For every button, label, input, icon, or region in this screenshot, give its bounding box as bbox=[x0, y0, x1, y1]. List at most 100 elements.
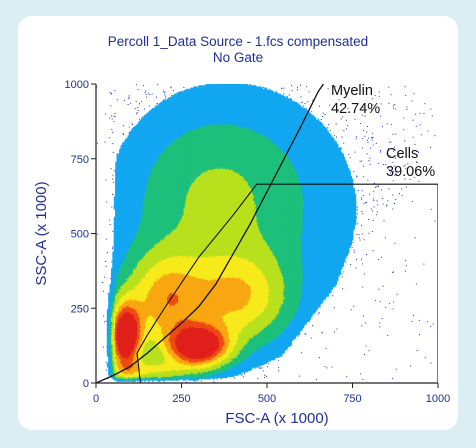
density-dot bbox=[392, 308, 394, 310]
density-dot bbox=[392, 271, 394, 273]
density-dot bbox=[361, 224, 362, 226]
density-dot bbox=[109, 219, 111, 221]
density-cell bbox=[108, 296, 110, 301]
density-dot bbox=[143, 85, 144, 87]
density-dot bbox=[333, 307, 335, 309]
density-dot bbox=[200, 380, 202, 382]
density-dot bbox=[109, 117, 111, 119]
density-dot bbox=[310, 337, 312, 339]
density-dot bbox=[104, 321, 106, 323]
density-dot bbox=[405, 167, 407, 169]
density-dot bbox=[113, 115, 115, 117]
density-dot bbox=[324, 366, 326, 368]
density-dot bbox=[421, 134, 423, 136]
density-dot bbox=[388, 141, 390, 143]
density-dot bbox=[145, 90, 147, 92]
density-dot bbox=[361, 114, 363, 116]
density-dot bbox=[105, 179, 107, 181]
density-cell bbox=[113, 227, 116, 232]
density-dot bbox=[412, 136, 414, 138]
density-dot bbox=[164, 97, 166, 99]
density-cell bbox=[113, 221, 116, 226]
density-dot bbox=[389, 155, 391, 157]
density-dot bbox=[348, 153, 350, 155]
density-dot bbox=[382, 285, 384, 287]
density-dot bbox=[105, 369, 107, 371]
density-dot bbox=[382, 198, 384, 199]
density-dot bbox=[362, 147, 364, 149]
density-dot bbox=[361, 258, 362, 260]
density-dot bbox=[132, 124, 134, 126]
density-dot bbox=[372, 250, 374, 252]
density-dot bbox=[360, 373, 362, 375]
density-dot bbox=[241, 373, 243, 375]
density-dot bbox=[163, 90, 164, 92]
density-dot bbox=[376, 214, 378, 216]
density-dot bbox=[356, 206, 358, 208]
density-dot bbox=[395, 199, 397, 201]
density-dot bbox=[111, 129, 113, 130]
density-dot bbox=[430, 108, 432, 110]
density-dot bbox=[332, 295, 334, 297]
density-dot bbox=[367, 179, 369, 181]
density-dot bbox=[361, 199, 363, 201]
density-dot bbox=[213, 381, 215, 383]
density-dot bbox=[343, 130, 345, 131]
density-dot bbox=[283, 93, 285, 95]
density-dot bbox=[128, 126, 130, 128]
density-dot bbox=[185, 381, 187, 383]
density-dot bbox=[377, 185, 379, 187]
density-dot bbox=[361, 233, 363, 235]
density-dot bbox=[103, 290, 105, 292]
density-dot bbox=[350, 309, 352, 311]
density-dot bbox=[355, 136, 357, 138]
density-dot bbox=[110, 115, 112, 117]
density-dot bbox=[415, 283, 417, 285]
density-dot bbox=[427, 130, 429, 132]
density-dot bbox=[380, 189, 382, 191]
density-dot bbox=[363, 165, 364, 167]
density-dot bbox=[338, 99, 340, 101]
density-dot bbox=[345, 119, 347, 121]
density-dot bbox=[375, 142, 377, 144]
density-dot bbox=[352, 241, 354, 243]
density-dot bbox=[368, 350, 370, 352]
density-dot bbox=[350, 264, 352, 265]
density-dot bbox=[356, 213, 358, 215]
density-dot bbox=[363, 203, 365, 205]
density-dot bbox=[392, 194, 394, 196]
density-dot bbox=[386, 205, 388, 207]
density-dot bbox=[325, 347, 327, 349]
density-dot bbox=[307, 101, 309, 103]
density-dot bbox=[363, 239, 365, 241]
density-dot bbox=[112, 143, 114, 145]
density-cell bbox=[115, 167, 117, 172]
density-dot bbox=[405, 95, 407, 96]
density-cell bbox=[106, 362, 109, 367]
density-dot bbox=[370, 208, 372, 210]
density-dot bbox=[356, 233, 358, 235]
density-dot bbox=[430, 326, 432, 328]
density-dot bbox=[364, 353, 365, 355]
density-dot bbox=[393, 171, 395, 173]
density-cell bbox=[122, 142, 124, 147]
density-dot bbox=[405, 260, 407, 262]
density-dot bbox=[105, 238, 107, 240]
density-dot bbox=[394, 242, 396, 244]
density-dot bbox=[123, 100, 125, 102]
density-cell bbox=[113, 206, 116, 210]
density-dot bbox=[133, 381, 135, 383]
density-dot bbox=[356, 209, 358, 211]
density-dot bbox=[406, 109, 408, 111]
density-dot bbox=[362, 315, 364, 317]
density-dot bbox=[370, 147, 371, 149]
density-cell bbox=[115, 165, 117, 169]
density-dot bbox=[355, 267, 357, 269]
density-dot bbox=[114, 90, 116, 92]
density-dot bbox=[373, 190, 375, 192]
density-dot bbox=[362, 263, 363, 265]
density-dot bbox=[371, 231, 373, 232]
density-dot bbox=[305, 333, 307, 335]
density-dot bbox=[361, 211, 363, 212]
density-dot bbox=[327, 127, 329, 129]
